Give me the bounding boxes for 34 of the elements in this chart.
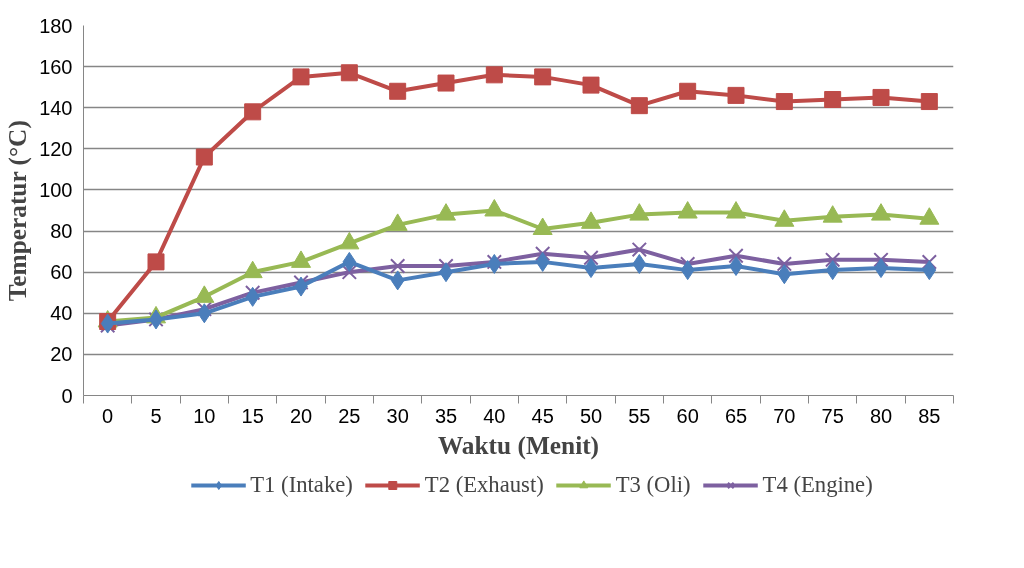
- x-tick-label: 15: [241, 404, 264, 427]
- x-tick-label: 70: [773, 404, 796, 427]
- x-axis-title: Waktu (Menit): [437, 430, 600, 460]
- y-tick-label: 40: [50, 302, 73, 325]
- x-tick-label: 85: [918, 404, 941, 427]
- x-tick-label: 25: [338, 404, 361, 427]
- x-tick-label: 50: [579, 404, 603, 427]
- x-tick-label: 55: [628, 404, 651, 427]
- y-tick-label: 100: [39, 178, 73, 201]
- y-tick-label: 0: [61, 384, 73, 407]
- y-tick-label: 20: [50, 343, 73, 366]
- x-tick-label: 40: [483, 404, 506, 427]
- legend-label: T3 (Oli): [615, 472, 691, 498]
- x-tick-label: 45: [531, 404, 554, 427]
- legend-label: T2 (Exhaust): [424, 472, 544, 498]
- x-tick-label: 5: [150, 404, 162, 427]
- y-tick-label: 80: [50, 220, 73, 243]
- x-tick-label: 80: [869, 404, 893, 427]
- y-tick-label: 60: [50, 261, 73, 284]
- x-tick-label: 60: [676, 404, 699, 427]
- y-tick-label: 140: [39, 96, 73, 119]
- x-tick-label: 75: [821, 404, 844, 427]
- y-tick-label: 180: [39, 14, 73, 37]
- y-tick-label: 160: [39, 55, 73, 78]
- legend-label: T1 (Intake): [250, 472, 353, 498]
- x-tick-label: 30: [386, 404, 409, 427]
- x-tick-label: 20: [289, 404, 313, 427]
- y-axis-title: Temperatur (°C): [3, 120, 33, 302]
- x-tick-label: 10: [193, 404, 216, 427]
- y-tick-label: 120: [39, 137, 73, 160]
- legend-label: T4 (Engine): [762, 472, 873, 498]
- x-tick-label: 0: [102, 404, 114, 427]
- x-tick-label: 35: [434, 404, 458, 427]
- x-tick-label: 65: [724, 404, 748, 427]
